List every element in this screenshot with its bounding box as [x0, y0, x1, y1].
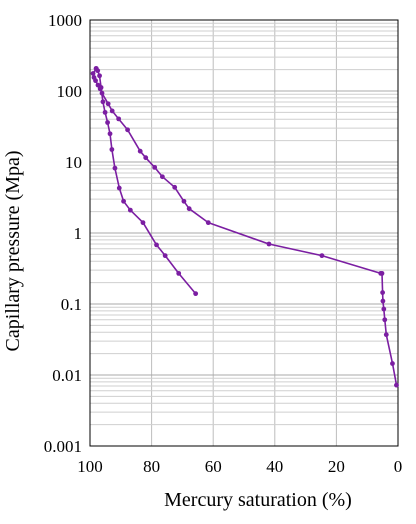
data-point — [181, 198, 187, 204]
data-point — [266, 241, 272, 247]
data-point — [162, 253, 168, 259]
data-point — [97, 73, 102, 79]
data-point — [116, 185, 122, 191]
data-point — [143, 155, 149, 161]
data-point — [193, 291, 199, 297]
data-point — [205, 220, 211, 226]
y-tick-label: 10 — [65, 153, 82, 172]
data-point — [380, 290, 385, 295]
data-point — [91, 75, 97, 80]
data-point — [159, 174, 165, 180]
data-point — [107, 131, 113, 137]
y-axis-title: Capillary pressure (Mpa) — [2, 150, 24, 351]
data-point — [383, 332, 389, 338]
data-point — [137, 148, 143, 154]
data-point — [382, 317, 388, 323]
x-tick-label: 100 — [77, 457, 103, 476]
data-point — [116, 116, 122, 122]
data-point — [105, 120, 110, 125]
data-point — [90, 71, 96, 76]
data-point — [112, 165, 118, 171]
data-point — [140, 220, 146, 226]
series — [90, 66, 399, 388]
x-tick-label: 60 — [205, 457, 222, 476]
y-tick-label: 0.01 — [52, 366, 82, 385]
data-point — [319, 253, 325, 259]
data-point — [125, 127, 130, 133]
data-point — [100, 99, 106, 105]
data-point — [102, 109, 108, 115]
data-point — [176, 270, 182, 276]
data-point — [381, 306, 387, 312]
data-point — [127, 207, 133, 213]
x-axis-title: Mercury saturation (%) — [164, 489, 352, 511]
grid — [89, 20, 399, 447]
tick-labels: 0.001 0.01 0.1 1 10 100 1000 100 80 60 40 20 0 — [44, 11, 403, 476]
x-tick-label: 80 — [143, 457, 160, 476]
data-point — [394, 382, 399, 388]
x-tick-label: 20 — [328, 457, 345, 476]
data-point — [109, 108, 115, 114]
data-point — [152, 164, 158, 170]
x-tick-label: 40 — [266, 457, 283, 476]
y-tick-label: 0.1 — [61, 295, 82, 314]
data-point — [186, 206, 192, 212]
data-point — [105, 101, 111, 107]
data-point — [390, 361, 395, 366]
data-point — [121, 198, 126, 204]
x-tick-label: 0 — [394, 457, 403, 476]
data-point — [380, 298, 386, 304]
plot-area — [89, 19, 399, 447]
y-tick-label: 100 — [57, 82, 83, 101]
data-point — [109, 147, 115, 152]
data-point — [172, 184, 178, 190]
data-point — [154, 242, 159, 248]
data-point — [95, 68, 101, 74]
series-line-1 — [92, 68, 398, 386]
data-point — [378, 270, 384, 276]
y-tick-label: 1 — [74, 224, 83, 243]
y-tick-label: 1000 — [48, 11, 82, 30]
y-tick-label: 0.001 — [44, 437, 82, 456]
data-point — [98, 85, 104, 90]
